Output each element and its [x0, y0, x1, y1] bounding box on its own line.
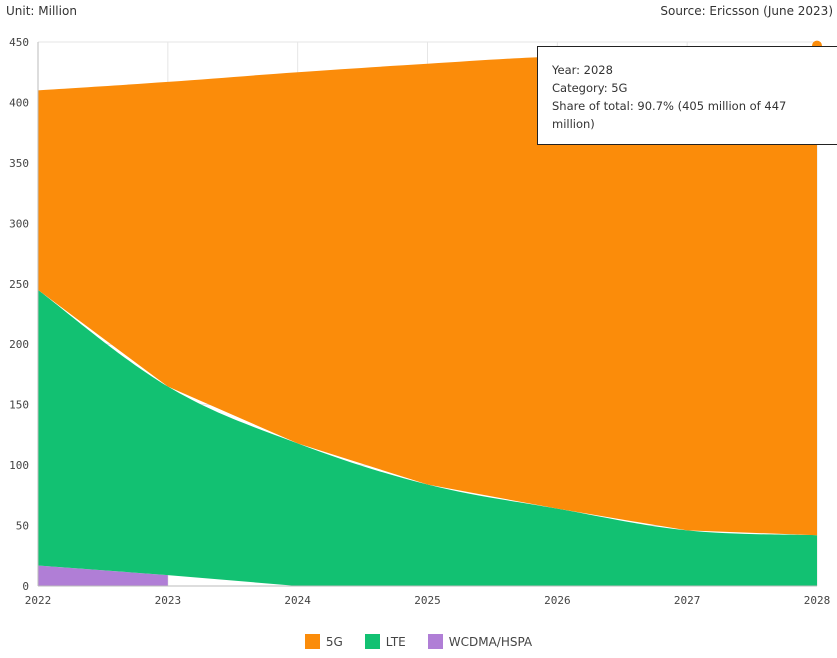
legend-item-wcdma-hspa[interactable]: WCDMA/HSPA: [427, 634, 533, 649]
tooltip-share: Share of total: 90.7% (405 million of 44…: [552, 97, 830, 133]
legend-swatch: [304, 634, 320, 649]
x-tick-label: 2024: [284, 594, 311, 607]
x-tick-label: 2026: [544, 594, 571, 607]
y-tick-label: 450: [9, 36, 29, 49]
x-tick-label: 2028: [804, 594, 831, 607]
unit-label: Unit: Million: [6, 4, 77, 18]
y-tick-label: 150: [9, 399, 29, 412]
chart-legend: 5G LTE WCDMA/HSPA: [0, 634, 837, 649]
legend-label: 5G: [325, 634, 343, 649]
y-tick-label: 300: [9, 217, 29, 230]
legend-swatch: [364, 634, 380, 649]
chart-tooltip: Year: 2028 Category: 5G Share of total: …: [537, 46, 837, 145]
tooltip-share-line1: Share of total: 90.7% (405 million of 44…: [552, 99, 787, 113]
area-wcdma-hspa: [38, 565, 168, 586]
x-tick-label: 2022: [25, 594, 52, 607]
x-tick-label: 2025: [414, 594, 441, 607]
y-tick-label: 400: [9, 96, 29, 109]
y-tick-label: 100: [9, 459, 29, 472]
tooltip-share-line2: million): [552, 117, 595, 131]
area-lte: [38, 289, 817, 586]
tooltip-year: Year: 2028: [552, 63, 613, 77]
tooltip-category: Category: 5G: [552, 81, 628, 95]
x-tick-label: 2027: [674, 594, 701, 607]
source-label: Source: Ericsson (June 2023): [660, 4, 833, 18]
y-tick-label: 200: [9, 338, 29, 351]
y-tick-label: 350: [9, 157, 29, 170]
y-tick-label: 0: [22, 580, 29, 593]
legend-swatch: [427, 634, 443, 649]
area-5g: [38, 45, 817, 536]
legend-item-5g[interactable]: 5G: [304, 634, 343, 649]
y-tick-label: 50: [16, 520, 29, 533]
x-tick-label: 2023: [155, 594, 182, 607]
y-tick-label: 250: [9, 278, 29, 291]
legend-label: LTE: [385, 634, 406, 649]
legend-label: WCDMA/HSPA: [448, 634, 533, 649]
legend-item-lte[interactable]: LTE: [364, 634, 406, 649]
